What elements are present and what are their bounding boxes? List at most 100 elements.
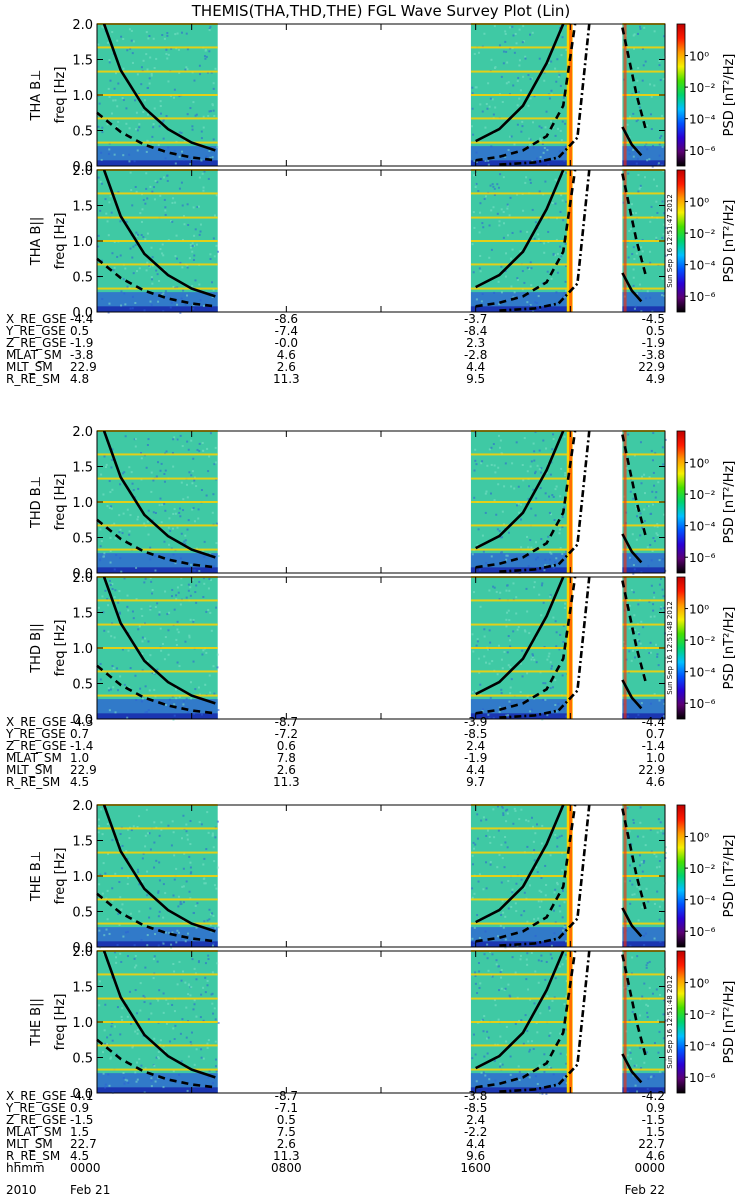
ephemeris-name: MLT_SM — [6, 763, 53, 777]
ephemeris-name: Y_RE_GSE — [5, 324, 66, 338]
harmonic-line — [622, 548, 665, 551]
colorbar-tick-label: 10⁻⁶ — [689, 697, 716, 711]
harmonic-line — [622, 117, 665, 120]
ephemeris-value: -8.7 — [275, 715, 298, 729]
ephemeris-value: -4.1 — [70, 1089, 93, 1103]
colorbar-label: PSD [nT²/Hz] — [722, 835, 737, 918]
low-freq-band — [97, 1087, 218, 1093]
harmonic-line — [622, 287, 665, 290]
spectrogram-texture — [97, 25, 219, 166]
ephemeris-name: MLT_SM — [6, 360, 53, 374]
ephemeris-value: 1.5 — [70, 1125, 89, 1139]
ephemeris-name: Y_RE_GSE — [5, 727, 66, 741]
harmonic-line — [622, 898, 665, 901]
y-tick-label: 2.0 — [72, 164, 93, 179]
overlay-curve — [475, 23, 577, 162]
ephemeris-value: 0.7 — [70, 727, 89, 741]
harmonic-line — [97, 875, 218, 877]
colorbar — [676, 804, 686, 948]
plot-timestamp: Sun Sep 16 12:51:47 2012 — [666, 194, 674, 288]
harmonic-line — [470, 46, 571, 49]
overlay-curve — [102, 23, 216, 152]
ephemeris-value: 22.9 — [638, 763, 665, 777]
y-tick-label: 2.0 — [72, 945, 93, 960]
harmonic-line — [97, 623, 218, 626]
intense-strip — [569, 577, 573, 719]
colorbar-tick-label: 10⁻⁴ — [689, 113, 716, 127]
ephemeris-value: -8.7 — [275, 1089, 298, 1103]
overlay-curve — [96, 664, 216, 715]
intense-strip — [623, 24, 627, 166]
ephemeris-block: X_RE_GSE -4.1 -8.7 -3.8 -4.2 Y_RE_GSE 0.9 -7.1 -… — [5, 1089, 665, 1175]
ephemeris-value: 0.9 — [646, 1101, 665, 1115]
harmonic-line — [470, 117, 571, 120]
harmonic-line — [97, 216, 218, 219]
harmonic-line — [622, 997, 665, 1000]
harmonic-line — [470, 922, 571, 925]
ephemeris-value: 22.7 — [70, 1137, 97, 1151]
harmonic-line — [470, 524, 571, 527]
ephemeris-value: 4.9 — [646, 372, 665, 386]
harmonic-line — [622, 647, 665, 649]
harmonic-line — [470, 192, 571, 195]
panel-probe-label: THE B⊥ — [29, 851, 44, 902]
colorbar-tick-label: 10⁻⁴ — [689, 520, 716, 534]
harmonic-line — [622, 694, 665, 697]
date-year: 2010 — [6, 1183, 37, 1197]
colorbar-tick-label: 10⁰ — [689, 603, 709, 617]
ephemeris-value: -3.7 — [464, 312, 487, 326]
overlay-curve — [499, 430, 591, 573]
intense-strip — [569, 951, 573, 1093]
low-freq-band — [97, 160, 218, 166]
figure-title: THEMIS(THA,THD,THE) FGL Wave Survey Plot… — [191, 2, 570, 20]
colorbar-tick-label: 10⁰ — [689, 831, 709, 845]
ephemeris-value: 2.6 — [277, 763, 296, 777]
harmonic-line — [622, 524, 665, 527]
colorbar — [676, 576, 686, 720]
ephemeris-value: 0000 — [634, 1161, 665, 1175]
spectrogram-texture — [98, 951, 220, 1094]
spectrogram-panels: 0.0 0.5 1.0 1.5 2.0 THA B⊥ freq [Hz] 10⁰ 10⁻² 10⁻… — [29, 18, 737, 1102]
colorbar-tick-label: 10⁻⁶ — [689, 290, 716, 304]
harmonic-line — [622, 192, 665, 195]
ephemeris-value: -8.4 — [464, 324, 487, 338]
ephemeris-value: 4.4 — [466, 360, 485, 374]
harmonic-line — [97, 694, 218, 697]
y-tick-label: 0.0 — [72, 160, 93, 175]
harmonic-line — [97, 922, 218, 925]
ephemeris-value: -2.2 — [464, 1125, 487, 1139]
date-start: Feb 21 — [70, 1183, 110, 1197]
overlay-curve — [621, 126, 643, 157]
y-tick-label: 1.0 — [72, 89, 93, 104]
plot-timestamp: Sun Sep 16 12:51:48 2012 — [666, 975, 674, 1069]
ephemeris-value: -4.5 — [642, 312, 665, 326]
overlay-curve — [499, 804, 591, 947]
y-tick-label: 0.5 — [72, 125, 93, 140]
ephemeris-value: 4.4 — [466, 1137, 485, 1151]
harmonic-line — [470, 1021, 571, 1023]
ephemeris-value: 22.7 — [638, 1137, 665, 1151]
ephemeris-value: 2.4 — [466, 739, 485, 753]
panel-ylabel: freq [Hz] — [53, 474, 68, 531]
harmonic-line — [622, 599, 665, 602]
harmonic-line — [622, 141, 665, 144]
ephemeris-value: -8.6 — [275, 312, 298, 326]
spectrogram-panel: 0.0 0.5 1.0 1.5 2.0 THD B⊥ freq [Hz] 10⁰ 10⁻² 10⁻… — [29, 425, 737, 582]
ephemeris-value: -7.2 — [275, 727, 298, 741]
ephemeris-value: -4.4 — [70, 312, 93, 326]
harmonic-line — [622, 46, 665, 49]
overlay-curve — [102, 950, 216, 1079]
ephemeris-value: 4.6 — [646, 775, 665, 789]
ephemeris-name: R_RE_SM — [6, 1149, 60, 1163]
ephemeris-value: 4.6 — [277, 348, 296, 362]
colorbar-tick-label: 10⁻⁴ — [689, 666, 716, 680]
y-tick-label: 1.5 — [72, 200, 93, 215]
harmonic-line — [622, 453, 665, 456]
ephemeris-value: 22.9 — [638, 360, 665, 374]
ephemeris-block: X_RE_GSE -4.4 -8.6 -3.7 -4.5Y_RE_GSE 0.5 -7.4-… — [5, 312, 665, 386]
colorbar-tick-label: 10⁻² — [689, 81, 716, 95]
harmonic-line — [470, 647, 571, 649]
spectrogram-panel: 0.0 0.5 1.0 1.5 2.0 THA B⊥ freq [Hz] 10⁰ 10⁻² 10⁻… — [29, 18, 737, 175]
y-tick-label: 2.0 — [72, 18, 93, 33]
ephemeris-name: MLAT_SM — [6, 751, 62, 765]
